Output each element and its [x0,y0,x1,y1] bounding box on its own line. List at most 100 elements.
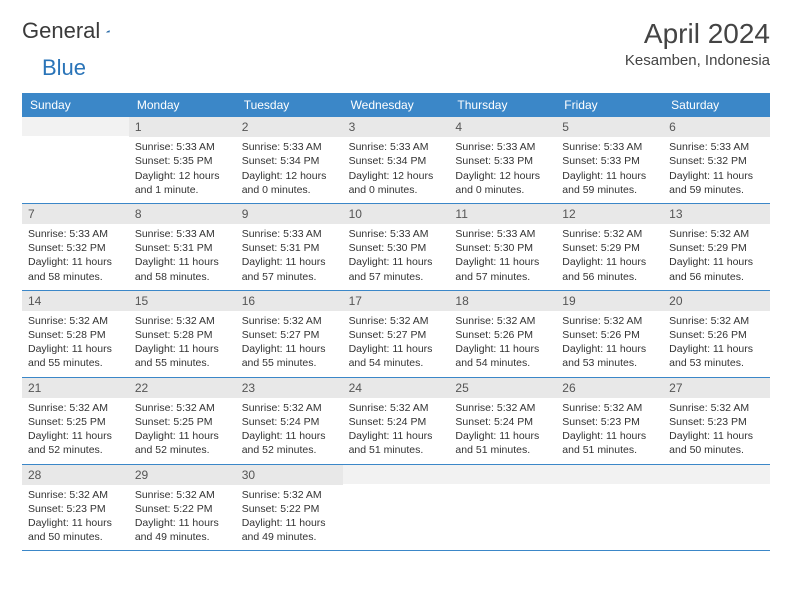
sunrise-text: Sunrise: 5:32 AM [242,401,337,415]
sunrise-text: Sunrise: 5:32 AM [135,314,230,328]
day-number: 20 [663,291,770,311]
day-number: 21 [22,378,129,398]
day-number: 8 [129,204,236,224]
day-body: Sunrise: 5:32 AMSunset: 5:27 PMDaylight:… [343,311,450,377]
day-cell: 23Sunrise: 5:32 AMSunset: 5:24 PMDayligh… [236,378,343,464]
day-number: 14 [22,291,129,311]
week-row: 1Sunrise: 5:33 AMSunset: 5:35 PMDaylight… [22,117,770,204]
day-number: 6 [663,117,770,137]
sunset-text: Sunset: 5:24 PM [455,415,550,429]
day-number: 30 [236,465,343,485]
sunset-text: Sunset: 5:26 PM [669,328,764,342]
sunrise-text: Sunrise: 5:32 AM [562,401,657,415]
day-body: Sunrise: 5:33 AMSunset: 5:34 PMDaylight:… [343,137,450,203]
day-cell: 5Sunrise: 5:33 AMSunset: 5:33 PMDaylight… [556,117,663,203]
day-number: 27 [663,378,770,398]
day-body: Sunrise: 5:33 AMSunset: 5:32 PMDaylight:… [22,224,129,290]
calendar-header-row: SundayMondayTuesdayWednesdayThursdayFrid… [22,93,770,117]
calendar-body: 1Sunrise: 5:33 AMSunset: 5:35 PMDaylight… [22,117,770,551]
daylight-text: Daylight: 11 hours and 57 minutes. [455,255,550,283]
sunrise-text: Sunrise: 5:32 AM [28,488,123,502]
sunrise-text: Sunrise: 5:33 AM [455,140,550,154]
logo-text-1: General [22,18,100,44]
day-number: 28 [22,465,129,485]
day-cell: 4 Sunrise: 5:33 AMSunset: 5:33 PMDaylight… [449,117,556,203]
logo-text-2: Blue [42,55,86,81]
sunrise-text: Sunrise: 5:32 AM [28,314,123,328]
day-body: Sunrise: 5:33 AMSunset: 5:31 PMDaylight:… [236,224,343,290]
sunrise-text: Sunrise: 5:32 AM [135,401,230,415]
week-row: 7Sunrise: 5:33 AMSunset: 5:32 PMDaylight… [22,204,770,291]
sunset-text: Sunset: 5:28 PM [28,328,123,342]
day-number: 17 [343,291,450,311]
day-body: Sunrise: 5:33 AMSunset: 5:31 PMDaylight:… [129,224,236,290]
day-body: Sunrise: 5:32 AMSunset: 5:24 PMDaylight:… [236,398,343,464]
day-body: Sunrise: 5:32 AMSunset: 5:28 PMDaylight:… [22,311,129,377]
sunset-text: Sunset: 5:23 PM [562,415,657,429]
sunrise-text: Sunrise: 5:33 AM [562,140,657,154]
day-body: Sunrise: 5:32 AMSunset: 5:26 PMDaylight:… [663,311,770,377]
sunset-text: Sunset: 5:34 PM [242,154,337,168]
sunrise-text: Sunrise: 5:33 AM [28,227,123,241]
day-cell: 8Sunrise: 5:33 AMSunset: 5:31 PMDaylight… [129,204,236,290]
sunrise-text: Sunrise: 5:32 AM [562,314,657,328]
sunrise-text: Sunrise: 5:32 AM [562,227,657,241]
day-header: Thursday [449,93,556,117]
sunrise-text: Sunrise: 5:33 AM [349,227,444,241]
day-number: 15 [129,291,236,311]
daylight-text: Daylight: 11 hours and 52 minutes. [135,429,230,457]
sunset-text: Sunset: 5:30 PM [455,241,550,255]
sunset-text: Sunset: 5:25 PM [135,415,230,429]
daylight-text: Daylight: 11 hours and 50 minutes. [28,516,123,544]
day-number [449,465,556,484]
logo-triangle-icon [106,23,110,39]
sunset-text: Sunset: 5:27 PM [349,328,444,342]
calendar: SundayMondayTuesdayWednesdayThursdayFrid… [22,93,770,551]
day-cell: 24Sunrise: 5:32 AMSunset: 5:24 PMDayligh… [343,378,450,464]
day-cell: 13Sunrise: 5:32 AMSunset: 5:29 PMDayligh… [663,204,770,290]
daylight-text: Daylight: 11 hours and 54 minutes. [455,342,550,370]
sunset-text: Sunset: 5:24 PM [349,415,444,429]
daylight-text: Daylight: 11 hours and 59 minutes. [562,169,657,197]
day-body: Sunrise: 5:32 AMSunset: 5:27 PMDaylight:… [236,311,343,377]
sunset-text: Sunset: 5:30 PM [349,241,444,255]
day-body: Sunrise: 5:32 AMSunset: 5:26 PMDaylight:… [449,311,556,377]
day-number: 18 [449,291,556,311]
day-cell: 3Sunrise: 5:33 AMSunset: 5:34 PMDaylight… [343,117,450,203]
sunrise-text: Sunrise: 5:33 AM [669,140,764,154]
day-number: 22 [129,378,236,398]
sunset-text: Sunset: 5:33 PM [455,154,550,168]
day-cell [22,117,129,203]
day-number: 9 [236,204,343,224]
sunrise-text: Sunrise: 5:33 AM [349,140,444,154]
day-cell: 30Sunrise: 5:32 AMSunset: 5:22 PMDayligh… [236,465,343,551]
day-number: 4 [449,117,556,137]
day-body: Sunrise: 5:32 AMSunset: 5:24 PMDaylight:… [343,398,450,464]
daylight-text: Daylight: 11 hours and 51 minutes. [349,429,444,457]
daylight-text: Daylight: 12 hours and 0 minutes. [455,169,550,197]
sunset-text: Sunset: 5:26 PM [562,328,657,342]
day-number [663,465,770,484]
daylight-text: Daylight: 11 hours and 59 minutes. [669,169,764,197]
daylight-text: Daylight: 11 hours and 53 minutes. [669,342,764,370]
sunset-text: Sunset: 5:28 PM [135,328,230,342]
day-body: Sunrise: 5:32 AMSunset: 5:26 PMDaylight:… [556,311,663,377]
sunset-text: Sunset: 5:32 PM [669,154,764,168]
day-number: 23 [236,378,343,398]
sunset-text: Sunset: 5:29 PM [562,241,657,255]
sunset-text: Sunset: 5:25 PM [28,415,123,429]
sunrise-text: Sunrise: 5:33 AM [242,227,337,241]
sunrise-text: Sunrise: 5:32 AM [669,314,764,328]
daylight-text: Daylight: 11 hours and 56 minutes. [669,255,764,283]
day-body: Sunrise: 5:33 AMSunset: 5:30 PMDaylight:… [343,224,450,290]
day-header: Saturday [663,93,770,117]
day-number: 26 [556,378,663,398]
daylight-text: Daylight: 12 hours and 0 minutes. [349,169,444,197]
day-body: Sunrise: 5:32 AMSunset: 5:25 PMDaylight:… [22,398,129,464]
day-header: Wednesday [343,93,450,117]
sunset-text: Sunset: 5:24 PM [242,415,337,429]
logo: General [22,18,130,44]
day-cell: 26Sunrise: 5:32 AMSunset: 5:23 PMDayligh… [556,378,663,464]
sunset-text: Sunset: 5:22 PM [135,502,230,516]
daylight-text: Daylight: 11 hours and 53 minutes. [562,342,657,370]
